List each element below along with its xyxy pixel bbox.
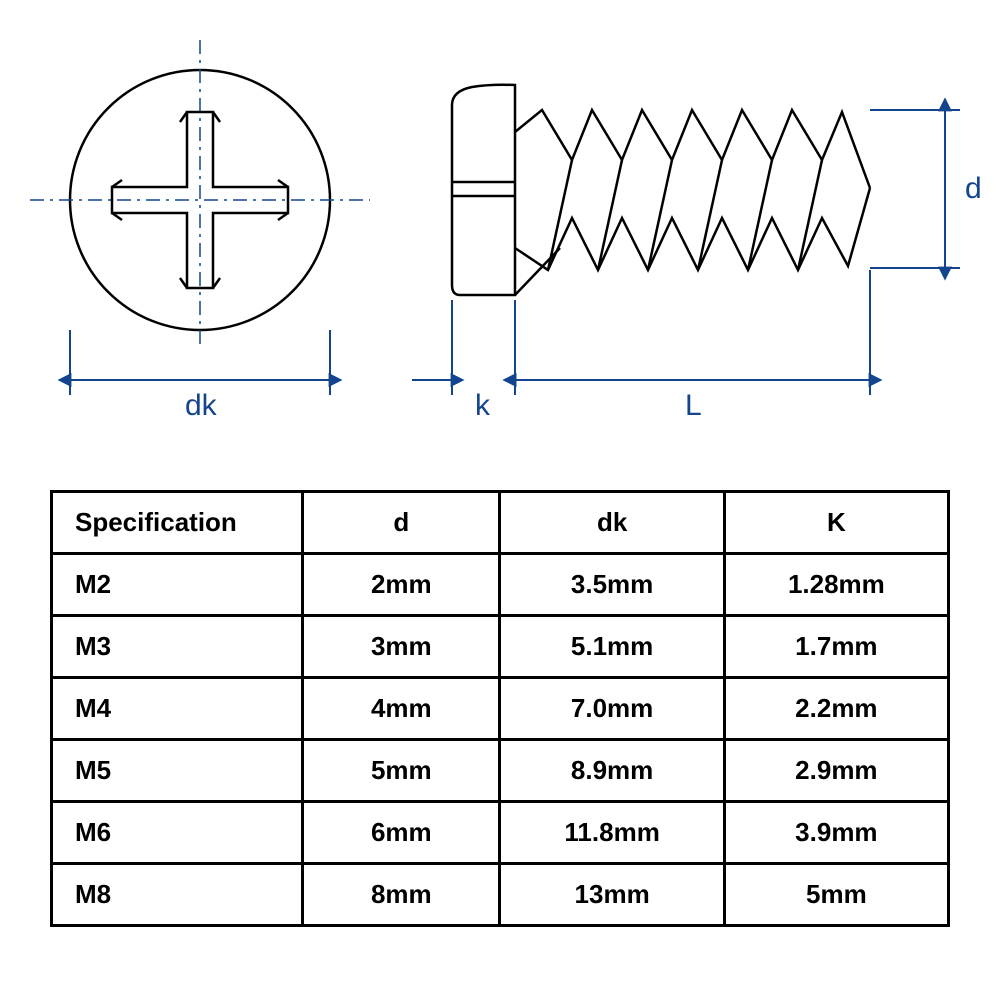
label-dk: dk [185, 389, 218, 422]
table-cell: M8 [52, 864, 303, 926]
table-cell: 8mm [303, 864, 500, 926]
table-cell: 2.2mm [724, 678, 948, 740]
table-cell: M3 [52, 616, 303, 678]
table-row: M44mm7.0mm2.2mm [52, 678, 949, 740]
table-cell: 3.9mm [724, 802, 948, 864]
table-cell: 11.8mm [500, 802, 724, 864]
table-cell: 13mm [500, 864, 724, 926]
label-k: k [475, 389, 491, 422]
spec-table: SpecificationddkK M22mm3.5mm1.28mmM33mm5… [50, 490, 950, 927]
table-cell: 1.28mm [724, 554, 948, 616]
screw-diagram: dk [0, 0, 1000, 460]
table-cell: 1.7mm [724, 616, 948, 678]
table-row: M55mm8.9mm2.9mm [52, 740, 949, 802]
table-row: M88mm13mm5mm [52, 864, 949, 926]
col-1: d [303, 492, 500, 554]
col-3: K [724, 492, 948, 554]
table-cell: 6mm [303, 802, 500, 864]
table-cell: 5mm [724, 864, 948, 926]
table-row: M22mm3.5mm1.28mm [52, 554, 949, 616]
table-row: M66mm11.8mm3.9mm [52, 802, 949, 864]
table-cell: 4mm [303, 678, 500, 740]
front-view: dk [30, 40, 370, 422]
table-cell: 3.5mm [500, 554, 724, 616]
table-cell: 5mm [303, 740, 500, 802]
table-cell: 7.0mm [500, 678, 724, 740]
table-cell: 2mm [303, 554, 500, 616]
col-2: dk [500, 492, 724, 554]
table-cell: 2.9mm [724, 740, 948, 802]
label-d: d [965, 172, 982, 205]
side-view: d k L [412, 85, 982, 422]
table-body: M22mm3.5mm1.28mmM33mm5.1mm1.7mmM44mm7.0m… [52, 554, 949, 926]
table-cell: M5 [52, 740, 303, 802]
table-cell: 8.9mm [500, 740, 724, 802]
table-cell: M2 [52, 554, 303, 616]
table-row: M33mm5.1mm1.7mm [52, 616, 949, 678]
table-cell: 5.1mm [500, 616, 724, 678]
table-cell: M4 [52, 678, 303, 740]
table-cell: 3mm [303, 616, 500, 678]
label-L: L [685, 389, 702, 422]
col-0: Specification [52, 492, 303, 554]
table-cell: M6 [52, 802, 303, 864]
spec-table-container: SpecificationddkK M22mm3.5mm1.28mmM33mm5… [50, 490, 950, 927]
table-header-row: SpecificationddkK [52, 492, 949, 554]
